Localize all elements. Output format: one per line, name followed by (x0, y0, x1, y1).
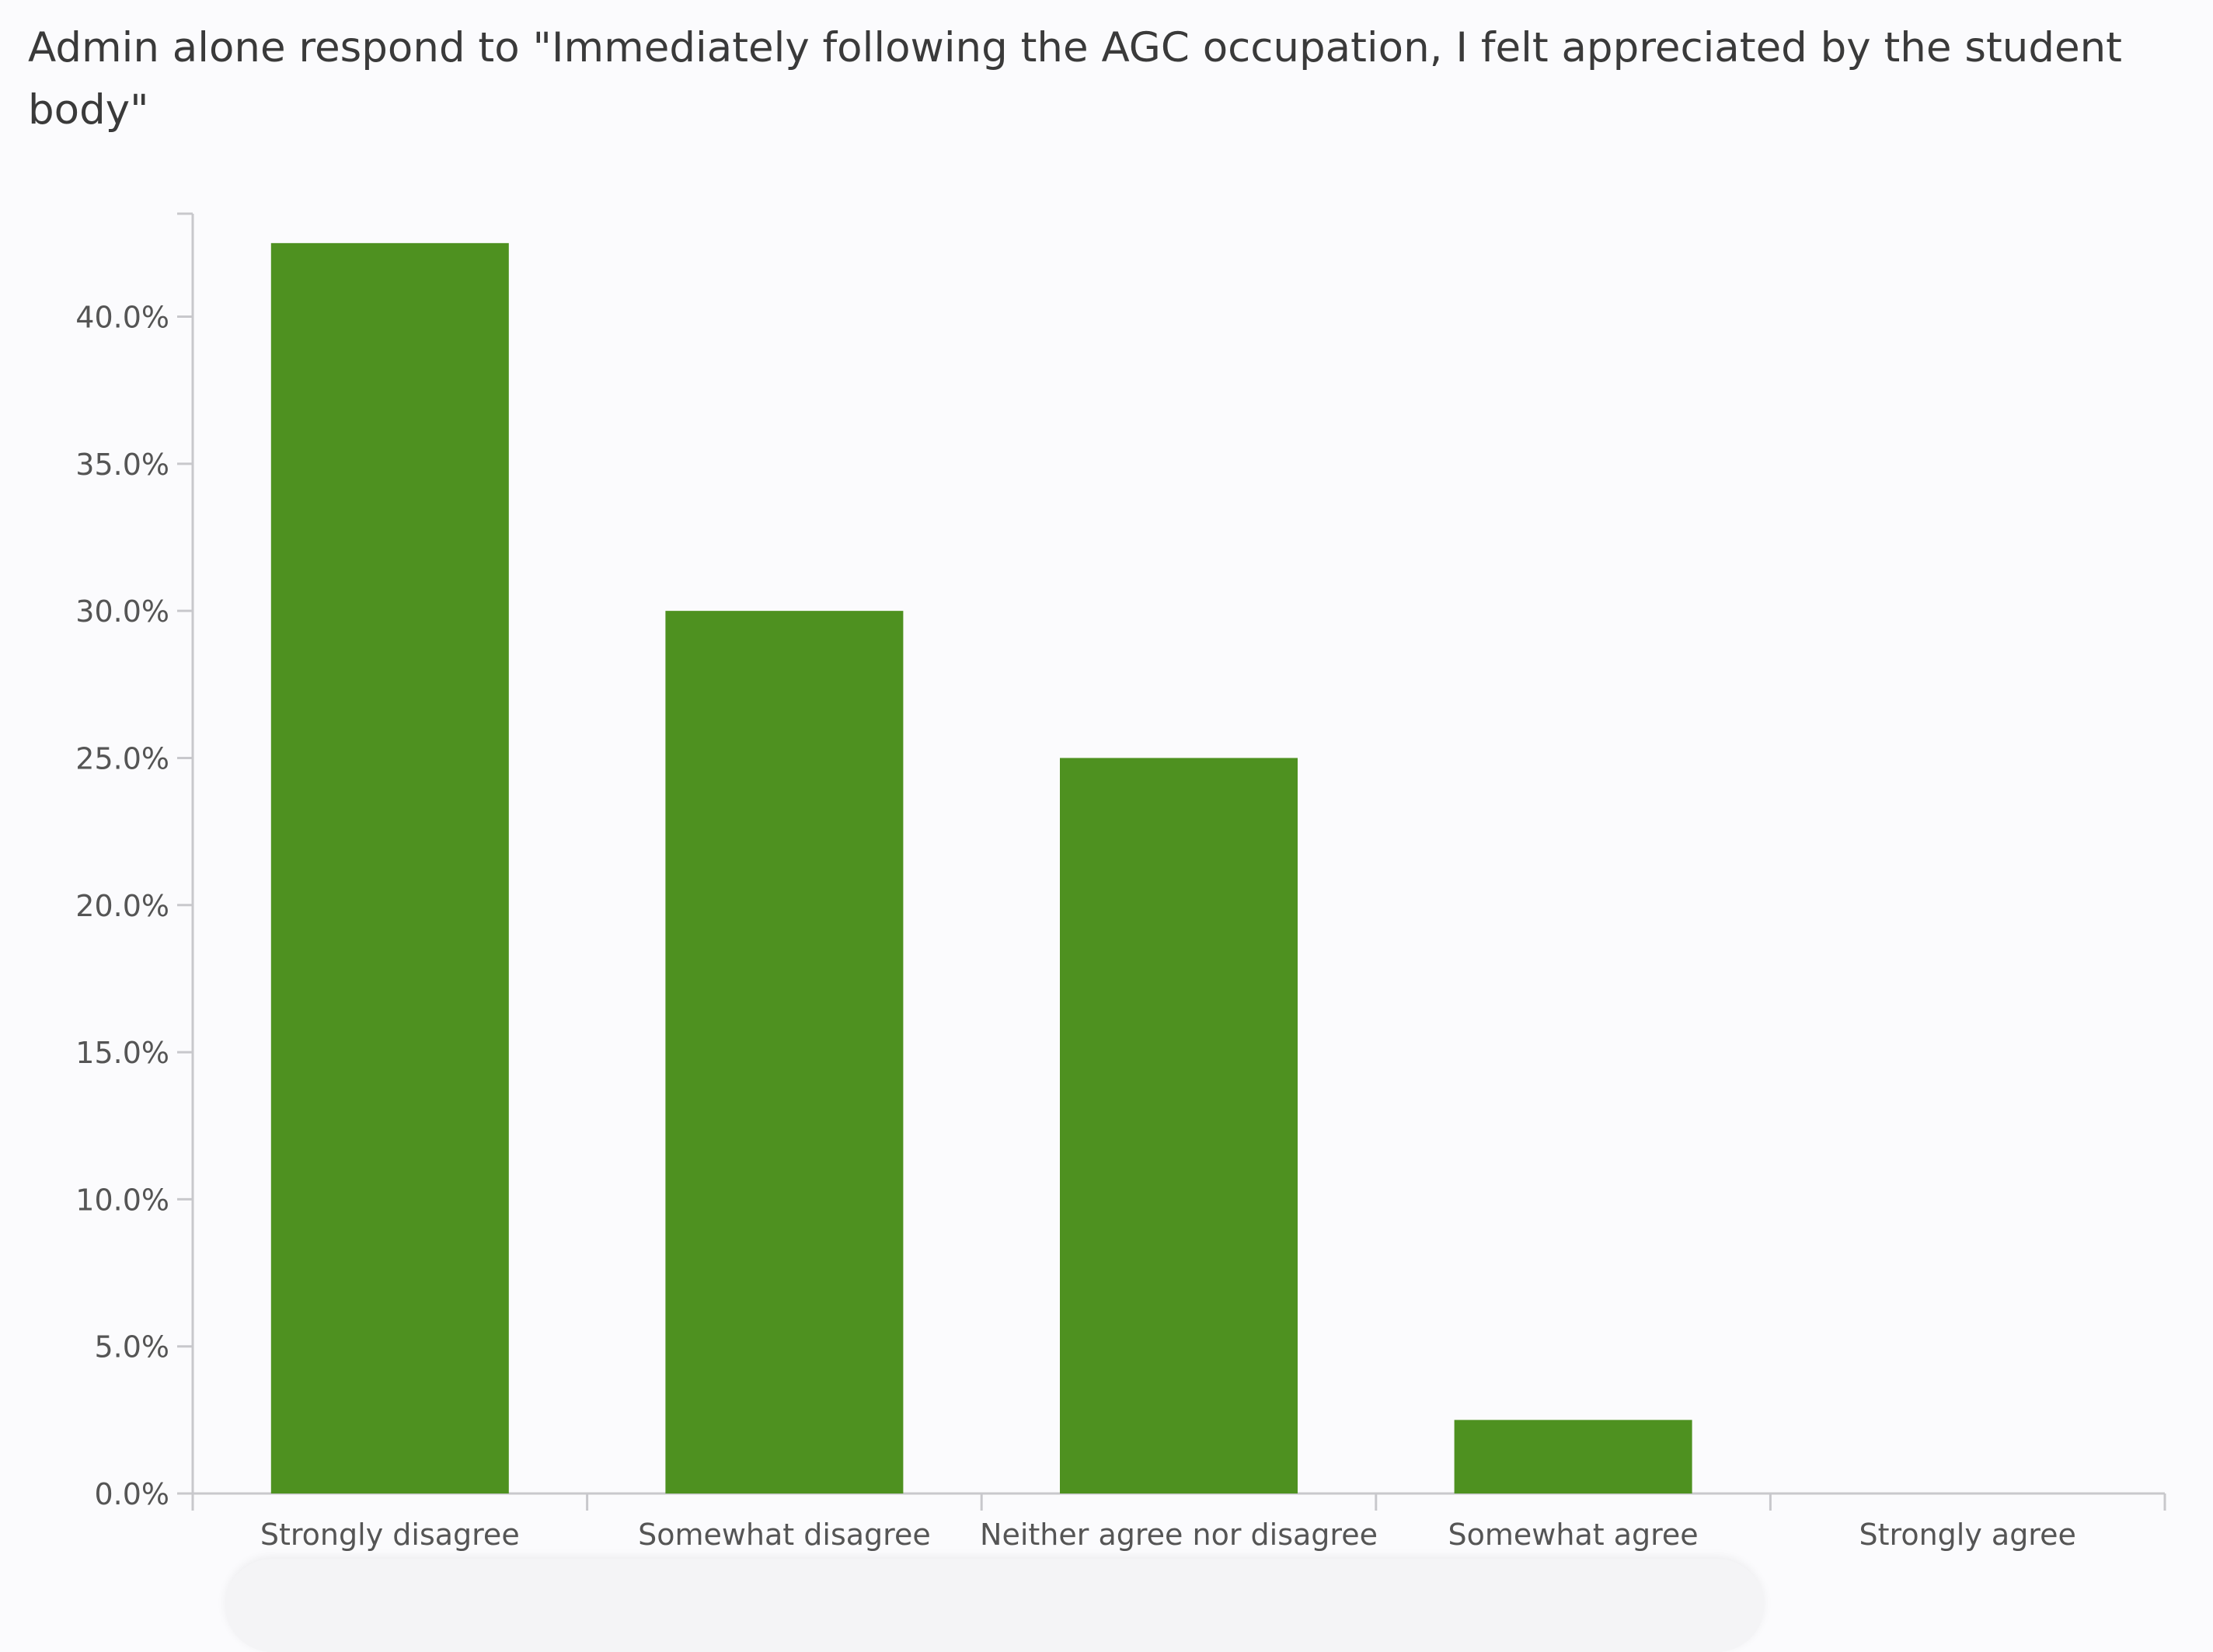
bar-somewhat-disagree (665, 611, 904, 1493)
x-tick-label: Strongly agree (1859, 1518, 2076, 1552)
bottom-card (225, 1559, 1764, 1652)
bar-somewhat-agree (1454, 1420, 1692, 1493)
y-tick-label: 5.0% (94, 1330, 169, 1364)
x-tick-label: Strongly disagree (260, 1518, 520, 1552)
y-tick-label: 0.0% (94, 1477, 169, 1511)
y-tick-label: 15.0% (75, 1036, 169, 1070)
bar-chart: 0.0% 5.0% 10.0% 15.0% 20.0% 25.0% 30.0% 35.0% 40… (75, 212, 2166, 1552)
x-tick-label: Neither agree nor disagree (980, 1518, 1378, 1552)
chart-bars (270, 242, 1692, 1493)
x-tick-label: Somewhat disagree (638, 1518, 931, 1552)
x-tick-label: Somewhat agree (1448, 1518, 1699, 1552)
y-tick-label: 10.0% (75, 1183, 169, 1217)
chart-title: Admin alone respond to "Immediately foll… (28, 24, 2122, 134)
y-tick-label: 25.0% (75, 741, 169, 775)
bar-strongly-disagree (270, 242, 509, 1493)
y-tick-label: 40.0% (75, 301, 169, 335)
y-tick-label: 30.0% (75, 594, 169, 629)
y-tick-label: 35.0% (75, 448, 169, 482)
y-tick-label: 20.0% (75, 889, 169, 923)
chart-tick-labels: 0.0% 5.0% 10.0% 15.0% 20.0% 25.0% 30.0% 35.0% 40… (75, 301, 2076, 1552)
bar-neither-agree-nor-disagree (1060, 758, 1298, 1493)
